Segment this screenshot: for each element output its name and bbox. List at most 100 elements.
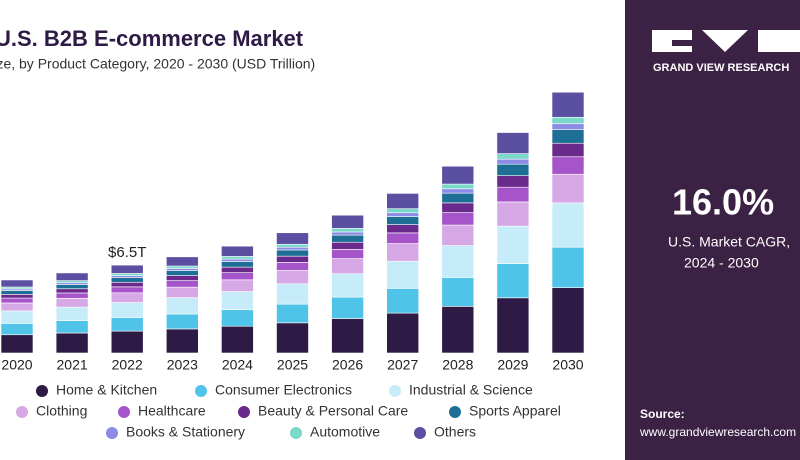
bar-segment — [496, 201, 530, 227]
legend-swatch — [36, 385, 48, 397]
bar-segment — [386, 232, 420, 244]
bar-segment — [331, 241, 364, 250]
x-tick-label: 2020 — [1, 357, 32, 373]
bar-segment — [551, 116, 585, 125]
bar-segment — [221, 256, 254, 260]
bar-segment — [166, 313, 199, 330]
bar-segment — [551, 142, 585, 158]
bar-segment — [110, 273, 144, 276]
bar-segment — [166, 286, 199, 298]
bar-segment — [441, 245, 475, 278]
legend-swatch — [414, 427, 426, 439]
bar-segment — [276, 243, 309, 248]
bar-segment — [55, 272, 89, 281]
bar-segment — [331, 273, 364, 298]
logo — [652, 30, 800, 52]
legend-label: Clothing — [36, 403, 87, 419]
x-tick-label: 2024 — [222, 357, 253, 373]
bar-segment — [276, 232, 309, 245]
bar-segment — [276, 255, 309, 263]
bar-segment — [276, 262, 309, 271]
bar-segment — [331, 214, 364, 229]
bar-segment — [166, 268, 199, 271]
bar-segment — [551, 129, 585, 144]
x-tick-label: 2022 — [112, 357, 143, 373]
chart-title: U.S. B2B E-commerce Market — [0, 26, 304, 51]
x-tick-label: 2026 — [332, 357, 363, 373]
bar-segment — [221, 258, 254, 262]
bar-segment — [166, 265, 199, 269]
bar-segment — [221, 272, 254, 281]
bar-segment — [110, 330, 144, 354]
bar-segment — [386, 312, 420, 354]
legend-label: Home & Kitchen — [56, 382, 157, 398]
bar-segment — [496, 263, 530, 299]
bar-segment — [276, 303, 309, 324]
legend-label: Industrial & Science — [409, 382, 533, 398]
cagr-period: 2024 - 2030 — [684, 255, 759, 271]
bar-segment — [110, 292, 144, 303]
x-tick-label: 2029 — [497, 357, 528, 373]
cagr-value: 16.0% — [672, 182, 774, 223]
bar-segment — [331, 296, 364, 319]
bar-segment — [110, 286, 144, 294]
bar-segment — [386, 208, 420, 214]
bar-segment — [386, 216, 420, 225]
bar-segment — [551, 123, 585, 131]
bar-segment — [55, 280, 89, 283]
bar-segment — [221, 291, 254, 311]
bar-segment — [166, 328, 199, 354]
bar-segment — [386, 212, 420, 217]
source-url: www.grandviewresearch.com — [639, 425, 796, 439]
bar-segment — [55, 332, 89, 354]
bar-segment — [331, 228, 364, 233]
bar-segment — [496, 225, 530, 264]
side-panel — [625, 0, 800, 460]
bar-segment — [0, 302, 34, 312]
legend-swatch — [449, 406, 461, 418]
bar-segment — [110, 281, 144, 288]
bar-segment — [386, 243, 420, 262]
bar-segment — [55, 288, 89, 294]
legend-swatch — [118, 406, 130, 418]
bar-segment — [496, 153, 530, 160]
bar-segment — [496, 132, 530, 154]
bar-segment — [551, 202, 585, 248]
bar-segment — [0, 294, 34, 299]
bar-segment — [276, 322, 309, 354]
bar-segment — [441, 188, 475, 194]
legend-swatch — [106, 427, 118, 439]
bar-segment — [166, 275, 199, 281]
bar-segment — [331, 234, 364, 243]
legend-label: Automotive — [310, 424, 380, 440]
bar-segment — [276, 270, 309, 285]
bar-segment — [441, 192, 475, 204]
bar-segment — [386, 193, 420, 209]
bar-segment — [110, 277, 144, 283]
source-label: Source: — [640, 407, 685, 421]
cagr-label: U.S. Market CAGR, — [668, 234, 790, 250]
bar-segment — [276, 246, 309, 251]
bar-segment — [441, 165, 475, 185]
chart-subtitle: Size, by Product Category, 2020 - 2030 (… — [0, 56, 315, 72]
x-tick-label: 2028 — [442, 357, 473, 373]
bar-segment — [441, 306, 475, 354]
bar-segment — [55, 284, 89, 290]
bar-segment — [166, 280, 199, 288]
bar-segment — [221, 309, 254, 327]
brand: GRAND VIEW RESEARCH — [653, 62, 789, 74]
bar-segment — [441, 224, 475, 246]
bar-segment — [386, 260, 420, 289]
legend-swatch — [16, 406, 28, 418]
bar-segment — [331, 249, 364, 259]
x-tick-label: 2027 — [387, 357, 418, 373]
bar-segment — [0, 279, 34, 288]
legend-label: Sports Apparel — [469, 403, 561, 419]
legend-swatch — [195, 385, 207, 397]
bar-segment — [441, 277, 475, 307]
bar-segment — [276, 283, 309, 305]
bar-segment — [551, 246, 585, 288]
bar-segment — [496, 158, 530, 165]
bar-segment — [386, 224, 420, 234]
bar-segment — [496, 175, 530, 188]
